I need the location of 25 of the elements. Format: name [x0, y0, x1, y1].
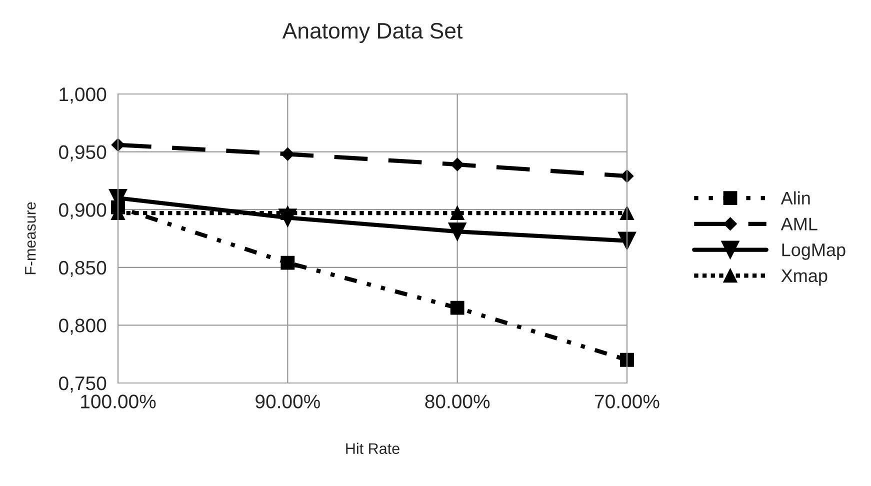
legend-label: LogMap	[782, 244, 846, 260]
legend-label: Xmap	[781, 270, 828, 286]
y-tick-label: 0,800	[58, 318, 106, 335]
point	[281, 148, 294, 161]
point	[280, 256, 295, 270]
point	[448, 222, 466, 241]
point	[620, 352, 634, 367]
y-tick-label: 0,750	[58, 376, 106, 393]
y-tick-label: 1,000	[60, 87, 106, 104]
legend-label: AML	[780, 218, 818, 230]
y-tick-label: 0,950	[58, 145, 106, 162]
point	[450, 206, 464, 220]
point	[111, 138, 125, 152]
y-tick-label: 0,850	[58, 260, 106, 277]
x-tick-label: 80.00%	[425, 394, 490, 408]
point	[450, 158, 464, 172]
x-tick-label: 70.00%	[595, 394, 660, 408]
chart-title: Anatomy Data Set	[282, 22, 463, 44]
legend-label: Alin	[780, 191, 810, 204]
x-axis-title: Hit Rate	[346, 442, 400, 454]
y-tick-label: 0,900	[58, 203, 106, 220]
point	[450, 300, 464, 315]
x-tick-label: 100.00%	[81, 394, 156, 408]
x-tick-label: 90.00%	[256, 394, 320, 408]
y-axis-title: F-measure	[25, 202, 36, 274]
